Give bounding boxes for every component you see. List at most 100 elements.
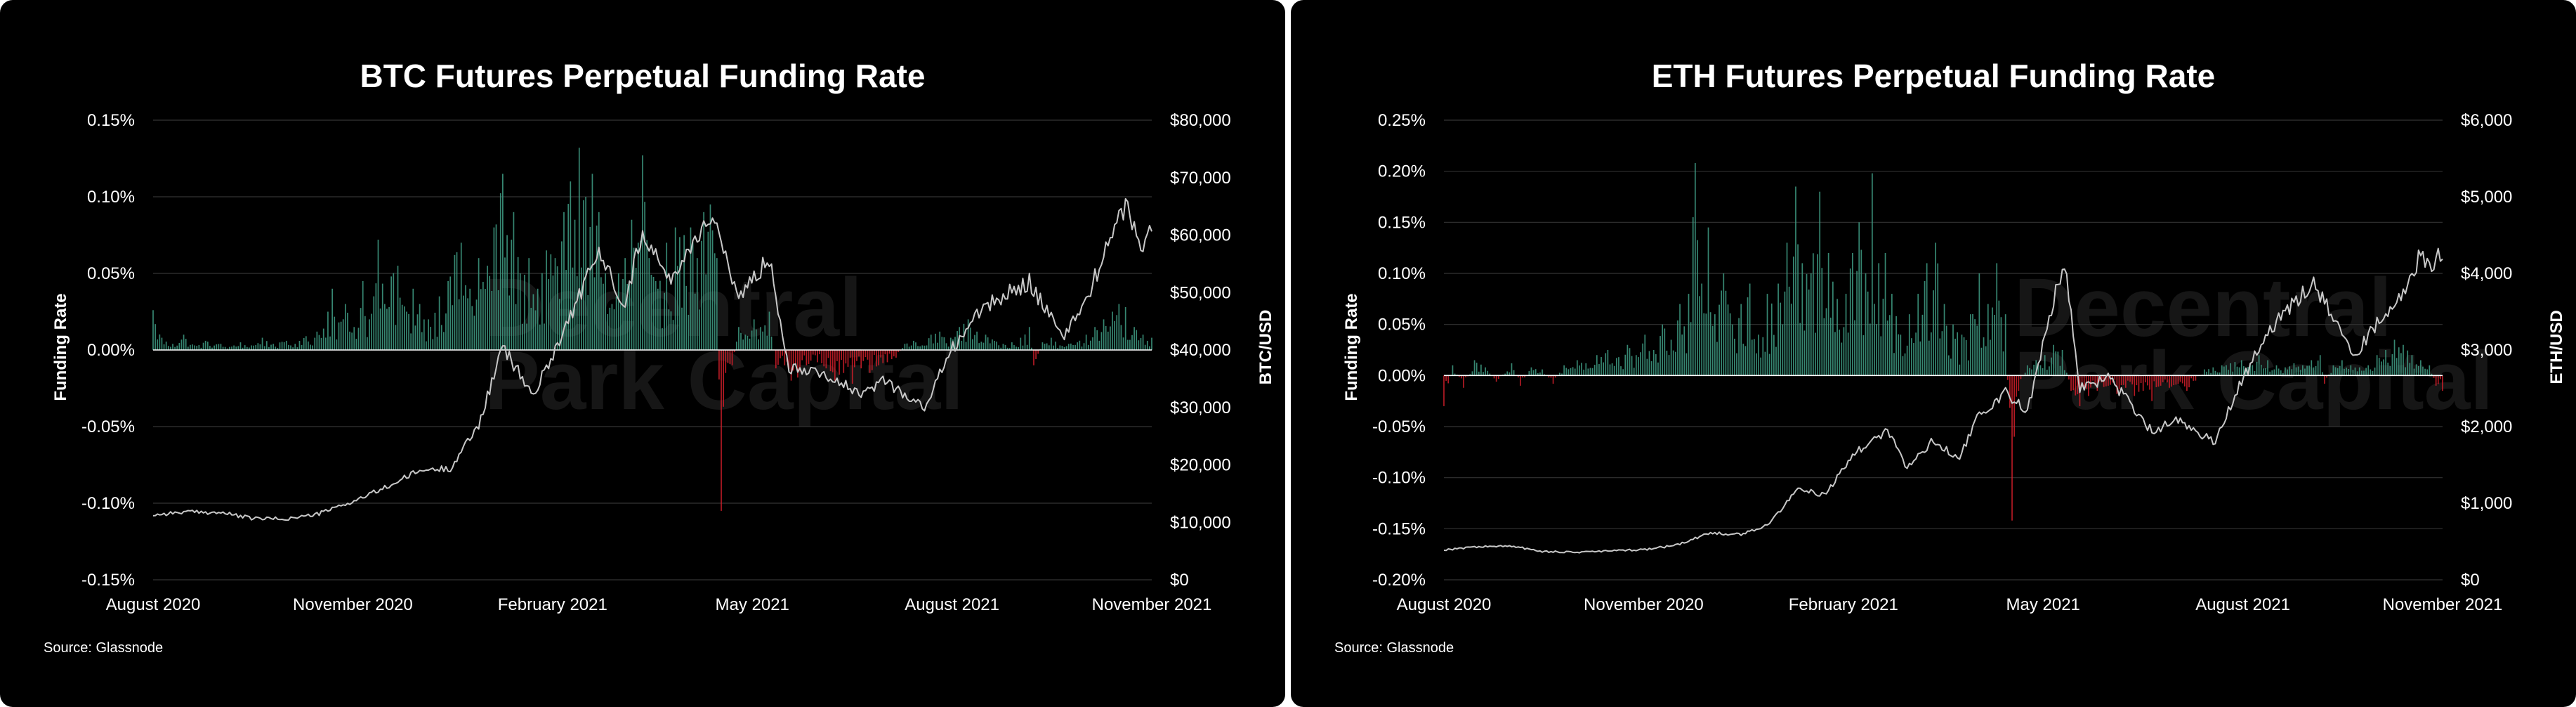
funding-rate-bar bbox=[2370, 369, 2372, 376]
funding-rate-bar bbox=[1714, 314, 1716, 376]
funding-rate-bar bbox=[421, 332, 423, 350]
funding-rate-bar bbox=[1768, 354, 1770, 376]
funding-rate-bar bbox=[1974, 319, 1976, 376]
funding-rate-bar bbox=[1823, 318, 1825, 376]
funding-rate-bar bbox=[640, 240, 641, 350]
funding-rate-bar bbox=[1487, 370, 1489, 376]
funding-rate-bar bbox=[633, 247, 635, 350]
funding-rate-bar bbox=[211, 347, 213, 350]
funding-rate-bar bbox=[1618, 357, 1619, 376]
funding-rate-bar bbox=[1648, 351, 1650, 376]
funding-rate-bar bbox=[749, 338, 751, 350]
funding-rate-bar bbox=[283, 342, 285, 350]
funding-rate-bar bbox=[244, 345, 246, 350]
funding-rate-bar bbox=[2120, 375, 2122, 386]
funding-rate-bar bbox=[799, 350, 801, 372]
funding-rate-bar bbox=[2415, 364, 2417, 376]
funding-rate-bar bbox=[386, 309, 388, 350]
price-line bbox=[152, 197, 1152, 521]
funding-rate-bar bbox=[581, 267, 582, 350]
funding-rate-bar bbox=[1611, 363, 1613, 376]
funding-rate-bar bbox=[1729, 313, 1731, 376]
funding-rate-bar bbox=[2075, 375, 2077, 396]
funding-rate-bar bbox=[1760, 357, 1762, 376]
funding-rate-bar bbox=[2129, 375, 2131, 382]
funding-rate-bar bbox=[383, 304, 386, 350]
funding-rate-bar bbox=[340, 321, 342, 350]
funding-rate-bar bbox=[688, 314, 690, 350]
funding-rate-bar bbox=[2096, 375, 2098, 391]
funding-rate-bar bbox=[198, 344, 200, 350]
funding-rate-bar bbox=[2033, 364, 2035, 376]
funding-rate-bar bbox=[810, 350, 812, 361]
funding-rate-bar bbox=[1520, 375, 1521, 386]
funding-rate-bar bbox=[2044, 355, 2046, 376]
funding-rate-bar bbox=[1033, 350, 1034, 365]
funding-rate-bar bbox=[1485, 367, 1486, 376]
funding-rate-bar bbox=[1013, 345, 1015, 350]
funding-rate-bar bbox=[165, 342, 167, 350]
funding-rate-bar bbox=[862, 350, 865, 361]
y-tick-label: -0.05% bbox=[81, 417, 135, 436]
funding-rate-bar bbox=[629, 284, 631, 350]
funding-rate-bar bbox=[320, 337, 322, 350]
funding-rate-bar bbox=[1072, 345, 1074, 350]
funding-rate-bar bbox=[679, 237, 681, 350]
funding-rate-bar bbox=[1954, 338, 1956, 376]
y2-tick-label: $0 bbox=[1170, 571, 1189, 590]
funding-rate-bar bbox=[1544, 374, 1545, 376]
funding-rate-bar bbox=[954, 337, 956, 350]
x-tick-label: May 2021 bbox=[715, 595, 789, 614]
funding-rate-bar bbox=[626, 283, 629, 350]
funding-rate-bar bbox=[469, 288, 471, 350]
eth-chart-panel: Decentral Park Capital ETH Futures Perpe… bbox=[1291, 0, 2576, 707]
funding-rate-bar bbox=[806, 350, 808, 365]
funding-rate-bar bbox=[473, 316, 475, 350]
funding-rate-bar bbox=[261, 337, 263, 350]
funding-rate-bar bbox=[1489, 373, 1491, 376]
funding-rate-bar bbox=[2177, 375, 2179, 384]
funding-rate-bar bbox=[1100, 332, 1103, 350]
funding-rate-bar bbox=[2381, 361, 2382, 376]
funding-rate-bar bbox=[2147, 375, 2148, 386]
funding-rate-bar bbox=[2181, 375, 2183, 384]
funding-rate-bar bbox=[681, 307, 683, 350]
funding-rate-bar bbox=[1497, 375, 1499, 380]
funding-rate-bar bbox=[819, 350, 820, 355]
funding-rate-bar bbox=[2337, 368, 2339, 376]
funding-rate-bar bbox=[1709, 312, 1711, 376]
funding-rate-bar bbox=[676, 266, 678, 350]
funding-rate-bar bbox=[801, 350, 803, 361]
funding-rate-bar bbox=[721, 350, 722, 511]
funding-rate-bar bbox=[2059, 365, 2061, 376]
funding-rate-bar bbox=[908, 346, 910, 350]
funding-rate-bar bbox=[1869, 323, 1871, 376]
funding-rate-bar bbox=[331, 288, 334, 350]
funding-rate-bar bbox=[379, 308, 381, 350]
funding-rate-bar bbox=[1860, 249, 1862, 376]
funding-rate-bar bbox=[696, 258, 698, 350]
funding-rate-bar bbox=[969, 327, 971, 350]
y2-tick-label: $0 bbox=[2461, 571, 2480, 590]
funding-rate-bar bbox=[1843, 327, 1845, 376]
funding-rate-bar bbox=[2203, 369, 2205, 376]
funding-rate-bar bbox=[183, 335, 185, 350]
funding-rate-bar bbox=[1452, 365, 1454, 376]
funding-rate-bar bbox=[438, 296, 440, 350]
funding-rate-bar bbox=[480, 289, 482, 350]
funding-rate-bar bbox=[406, 311, 407, 350]
funding-rate-bar bbox=[1620, 366, 1622, 376]
funding-rate-bar bbox=[593, 277, 596, 350]
funding-rate-bar bbox=[272, 344, 274, 350]
funding-rate-bar bbox=[2101, 375, 2103, 383]
funding-rate-bar bbox=[290, 345, 291, 350]
funding-rate-bar bbox=[961, 340, 963, 350]
funding-rate-bar bbox=[622, 279, 624, 350]
funding-rate-bar bbox=[1587, 368, 1589, 376]
funding-rate-bar bbox=[803, 350, 806, 356]
funding-rate-bar bbox=[1063, 346, 1065, 350]
funding-rate-bar bbox=[709, 204, 711, 350]
funding-rate-bar bbox=[2396, 358, 2398, 376]
funding-rate-bar bbox=[539, 324, 541, 350]
funding-rate-bar bbox=[534, 310, 537, 350]
